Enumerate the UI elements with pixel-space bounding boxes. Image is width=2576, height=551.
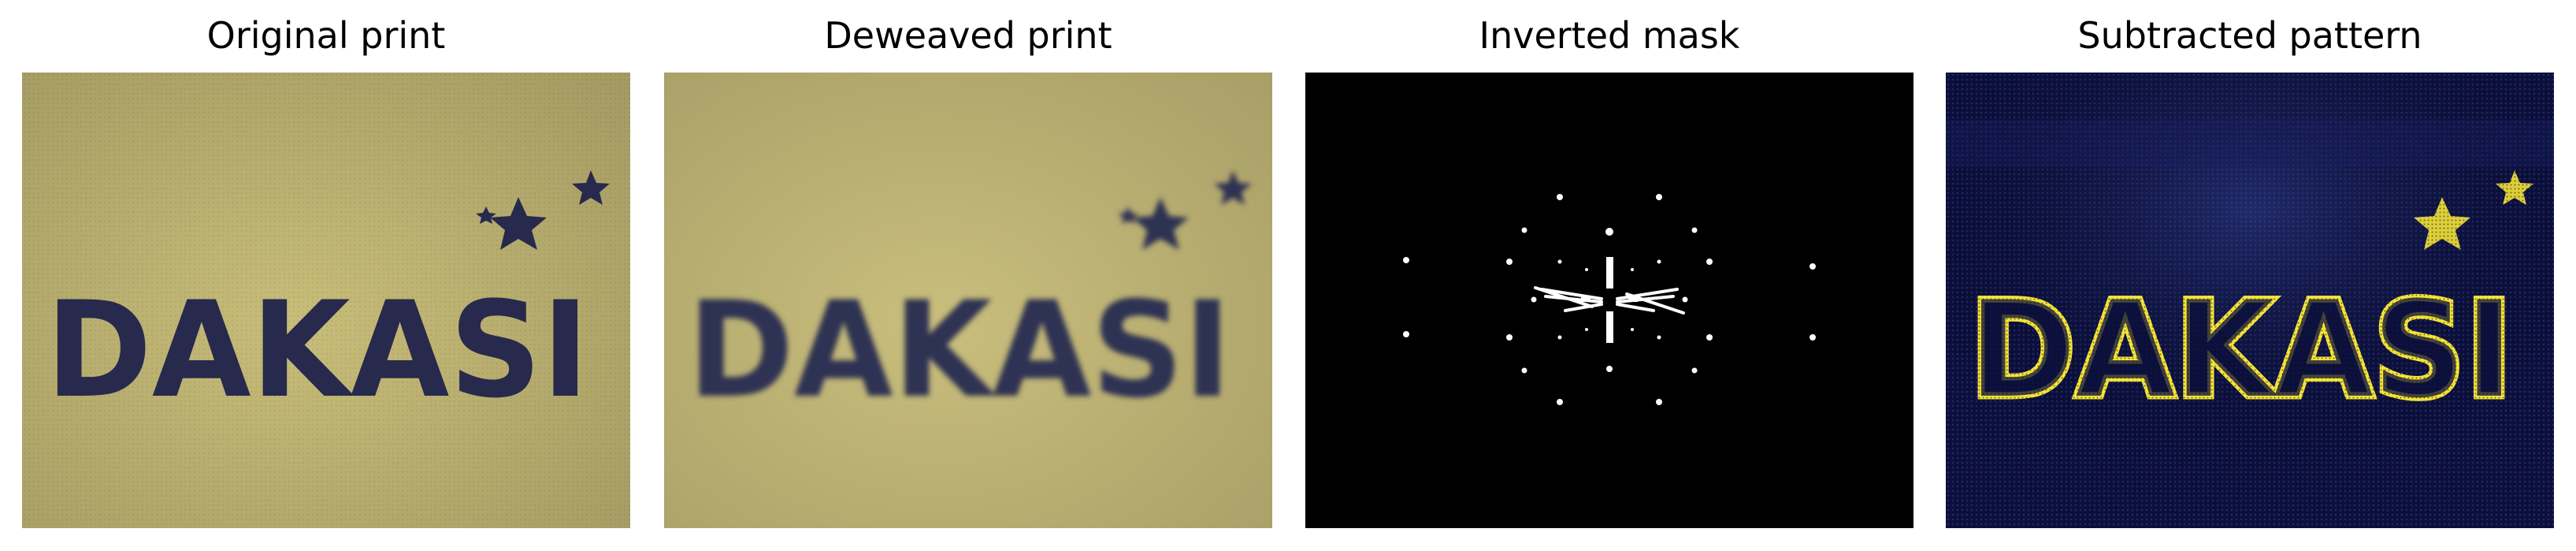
star-large: [490, 197, 547, 250]
logo-text: DAKASI: [1969, 273, 2513, 427]
logo-text: DAKASI: [46, 273, 589, 427]
star-medium: [572, 170, 610, 205]
logo-text-fill: DAKASI: [1969, 273, 2513, 427]
mask-dots: [1403, 194, 1816, 405]
panel-deweaved-print: Deweaved print DAKASI: [664, 0, 1272, 551]
panel-title: Deweaved print: [824, 14, 1112, 57]
original-print-image: DAKASI: [22, 73, 630, 528]
panel-original-print: Original print DAKASI: [22, 0, 630, 551]
panel-title: Inverted mask: [1479, 14, 1740, 57]
star-small: [476, 207, 496, 224]
panel-subtracted-pattern: Subtracted pattern: [1946, 0, 2554, 551]
mask-center-vertical-lower: [1606, 311, 1613, 343]
panel-title: Original print: [206, 14, 446, 57]
deweaved-print-image: DAKASI: [664, 73, 1272, 528]
panel-inverted-mask: Inverted mask: [1305, 0, 1913, 551]
logo-text: DAKASI: [688, 273, 1231, 427]
inverted-mask-image: [1305, 73, 1913, 528]
mask-center-vertical-upper: [1606, 257, 1613, 289]
subtracted-pattern-image: DAKASI DAKASI: [1946, 73, 2554, 528]
panel-title: Subtracted pattern: [2077, 14, 2422, 57]
